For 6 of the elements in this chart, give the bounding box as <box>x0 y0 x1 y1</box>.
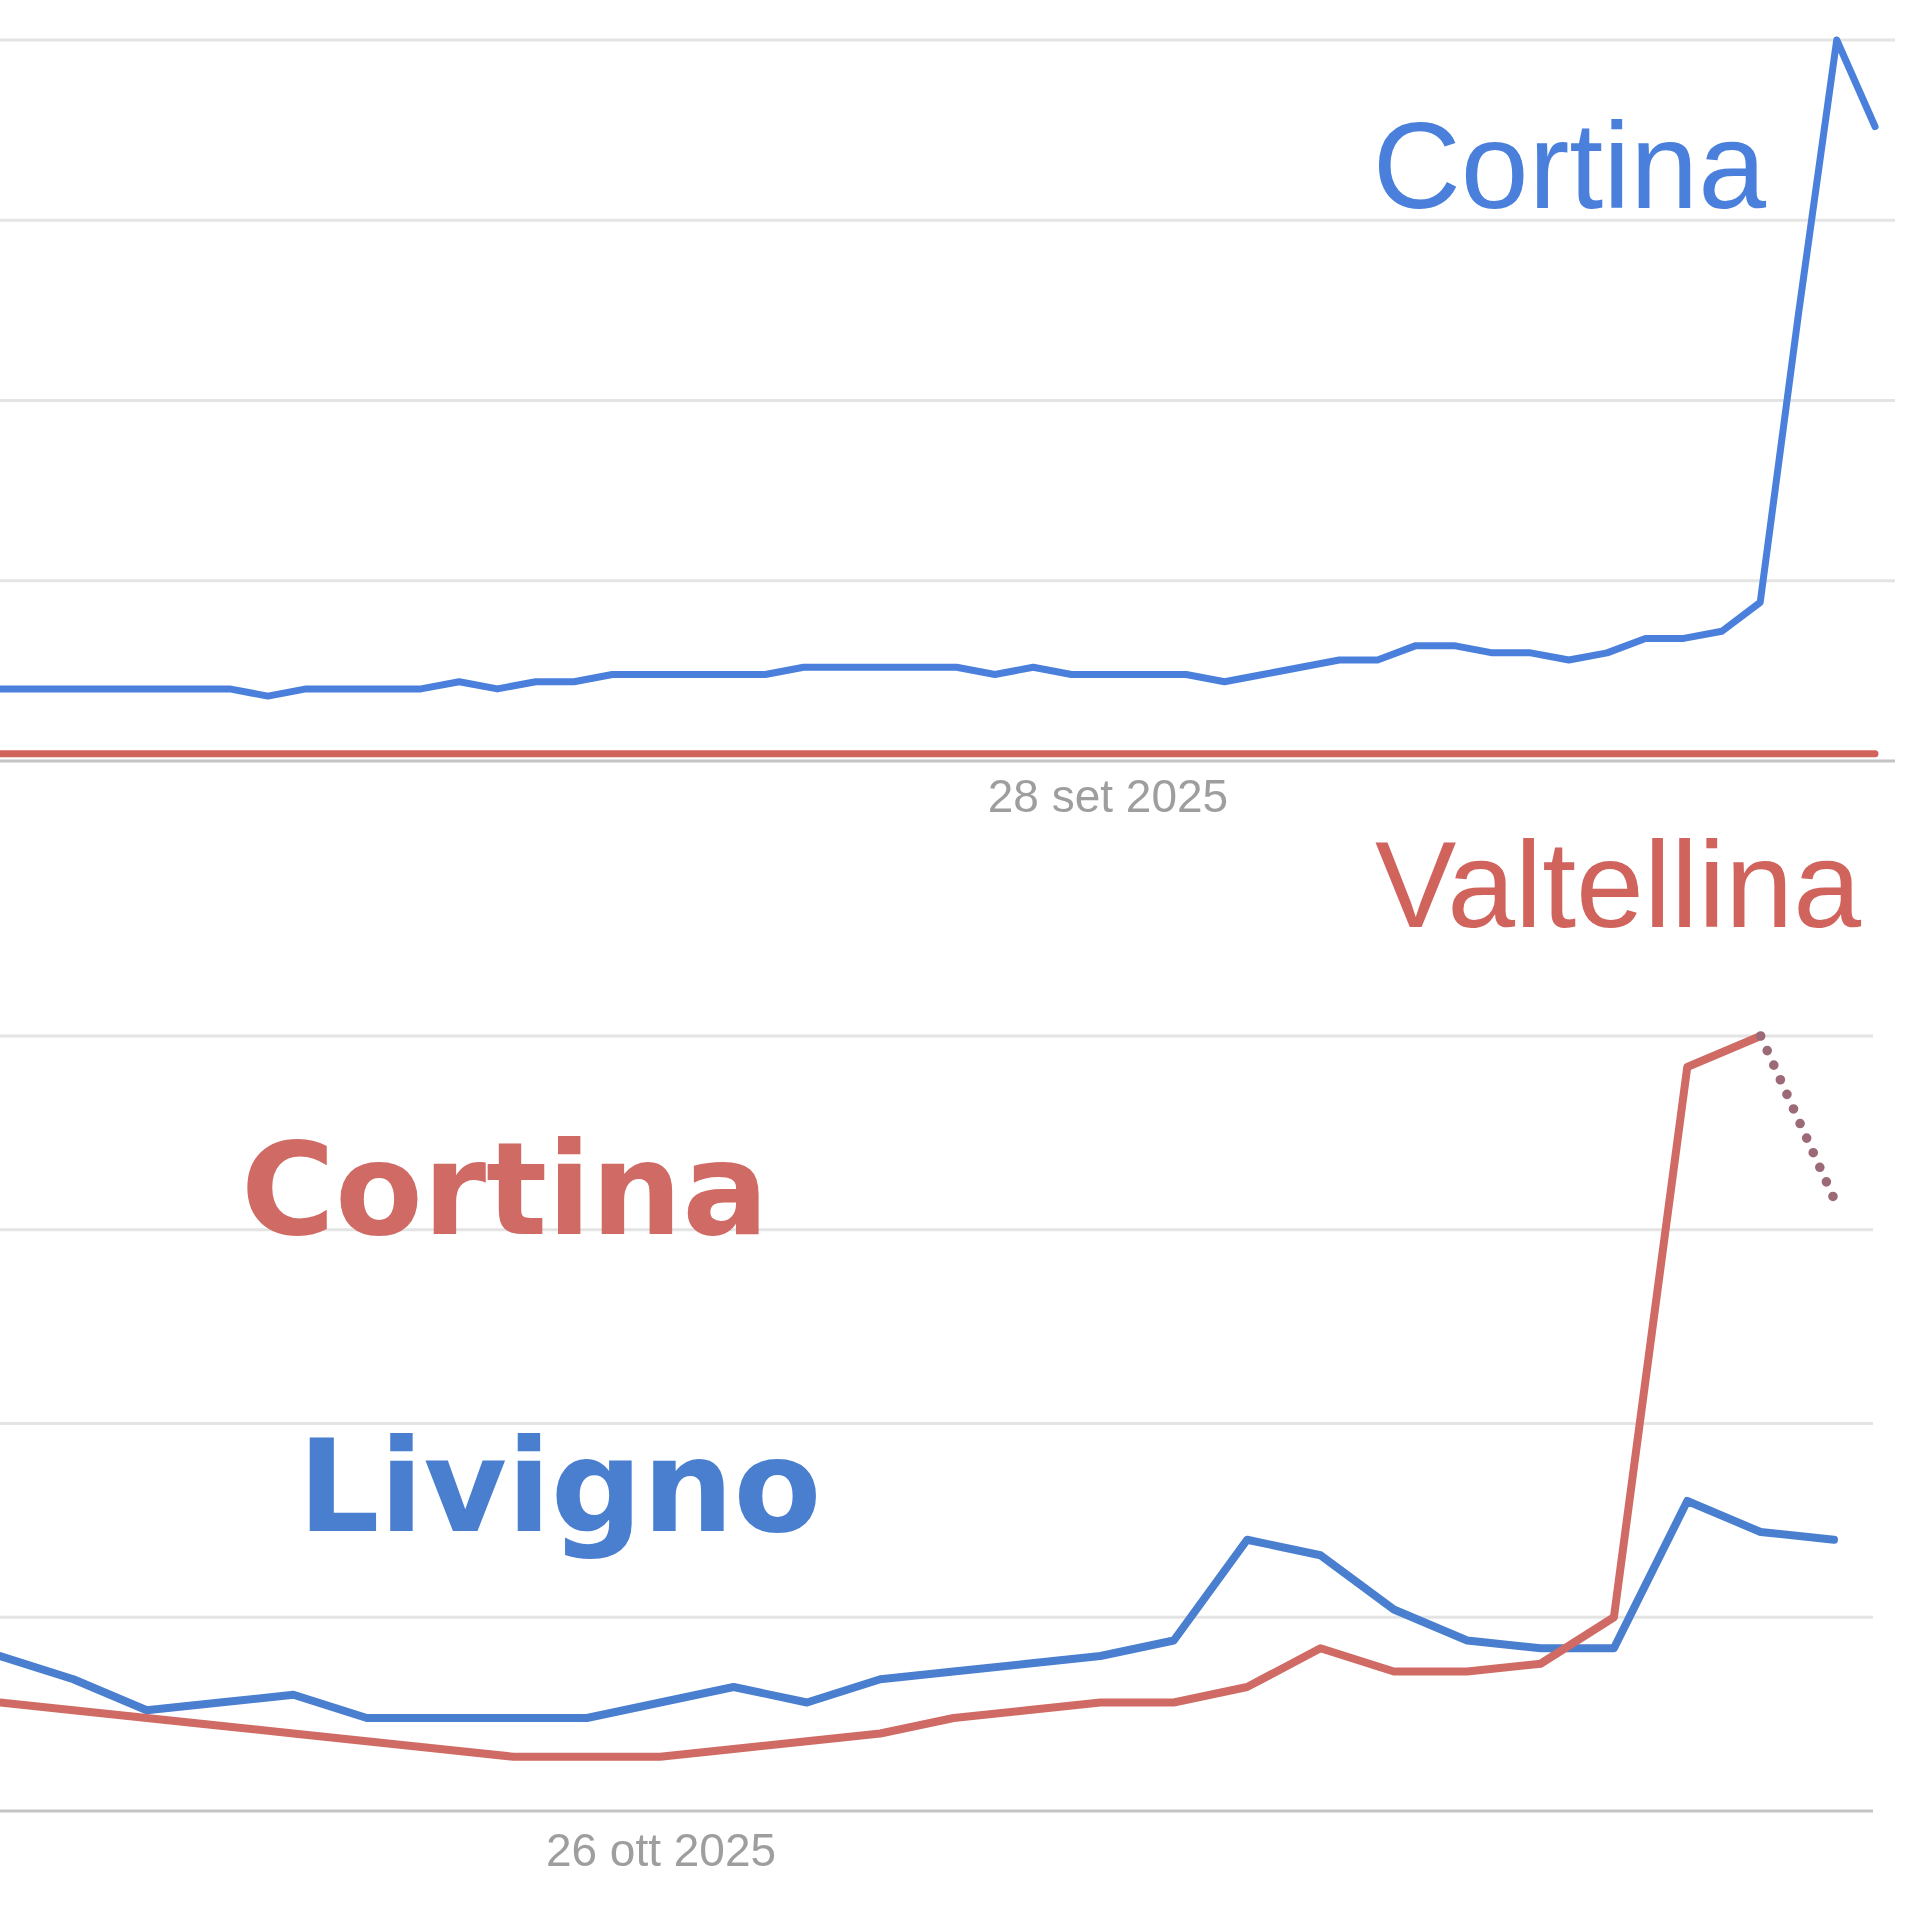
text: 28 set 2025 <box>987 770 1229 822</box>
series-label: Livigno <box>298 1412 822 1561</box>
text: 26 ott 2025 <box>545 1824 777 1876</box>
series-label: Valtellina <box>1374 817 1862 953</box>
series-label: Cortina <box>1372 98 1767 234</box>
text: Cortina <box>241 1115 769 1264</box>
